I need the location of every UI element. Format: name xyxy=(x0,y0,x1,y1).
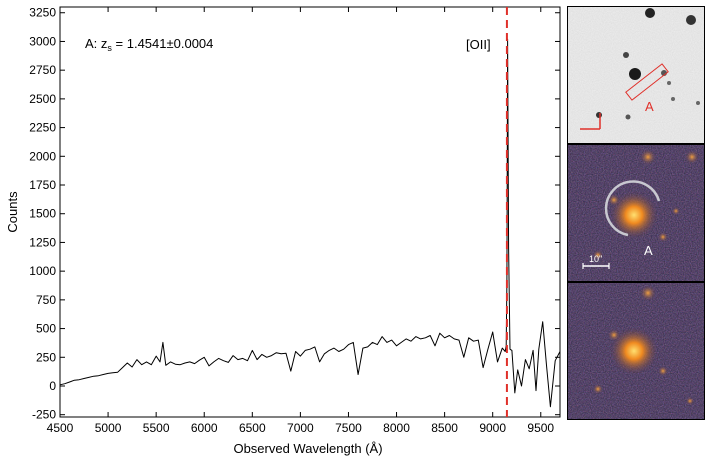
y-tick-label-1250: 1250 xyxy=(29,235,56,249)
image-panel-greyscale: A xyxy=(567,6,705,144)
y-tick-label--250: -250 xyxy=(32,408,56,422)
x-tick-label-9000: 9000 xyxy=(479,421,506,435)
einstein-arc xyxy=(604,180,661,237)
y-axis-title: Counts xyxy=(5,191,20,233)
y-tick-label-2000: 2000 xyxy=(29,149,56,163)
x-tick-label-7000: 7000 xyxy=(287,421,314,435)
tick-group: 4500 5000 5500 6000 6500 7000 7500 8000 8500 9000… xyxy=(29,6,560,435)
y-tick-label-500: 500 xyxy=(36,322,56,336)
plot-frame xyxy=(59,6,561,418)
x-axis-title: Observed Wavelength (Å) xyxy=(233,441,382,456)
x-tick-label-8500: 8500 xyxy=(431,421,458,435)
x-tick-label-7500: 7500 xyxy=(335,421,362,435)
x-tick-label-8000: 8000 xyxy=(383,421,410,435)
image-panel-color: A 10" xyxy=(567,144,705,282)
y-tick-label-0: 0 xyxy=(49,379,56,393)
redshift-subscript: s xyxy=(107,43,112,53)
slit-box xyxy=(625,63,669,101)
x-tick-label-6000: 6000 xyxy=(191,421,218,435)
plot-frame-group xyxy=(59,6,561,418)
x-tick-label-9500: 9500 xyxy=(527,421,554,435)
x-tick-label-5500: 5500 xyxy=(143,421,170,435)
x-tick-label-5000: 5000 xyxy=(95,421,122,435)
greyscale-field-image: A xyxy=(568,7,704,143)
y-tick-label-1750: 1750 xyxy=(29,178,56,192)
x-tick-label-4500: 4500 xyxy=(47,421,74,435)
image-panel-subtracted xyxy=(567,282,705,420)
redshift-label: A: z xyxy=(85,36,107,51)
y-tick-label-250: 250 xyxy=(36,350,56,364)
plot-marks-group xyxy=(59,7,561,417)
y-tick-label-750: 750 xyxy=(36,293,56,307)
redshift-annotation: A: zs = 1.4541±0.0004 xyxy=(85,36,213,53)
scale-bar: 10" xyxy=(582,254,610,269)
top-panel-source-label: A xyxy=(645,99,654,114)
middle-panel-source-label: A xyxy=(644,243,653,258)
y-tick-label-2500: 2500 xyxy=(29,92,56,106)
scale-bar-label: 10" xyxy=(589,254,602,264)
color-field-image: A 10" xyxy=(568,145,704,281)
x-tick-label-6500: 6500 xyxy=(239,421,266,435)
redshift-value: = 1.4541±0.0004 xyxy=(112,36,213,51)
y-tick-label-1500: 1500 xyxy=(29,207,56,221)
y-tick-label-3000: 3000 xyxy=(29,34,56,48)
y-tick-label-1000: 1000 xyxy=(29,264,56,278)
oii-line-label: [OII] xyxy=(466,37,491,52)
y-tick-label-2750: 2750 xyxy=(29,63,56,77)
y-tick-label-2250: 2250 xyxy=(29,121,56,135)
compass-icon xyxy=(580,113,601,130)
spectrum-line-0 xyxy=(59,38,561,408)
color-field-image-2 xyxy=(568,283,704,419)
y-tick-label-3250: 3250 xyxy=(29,6,56,20)
